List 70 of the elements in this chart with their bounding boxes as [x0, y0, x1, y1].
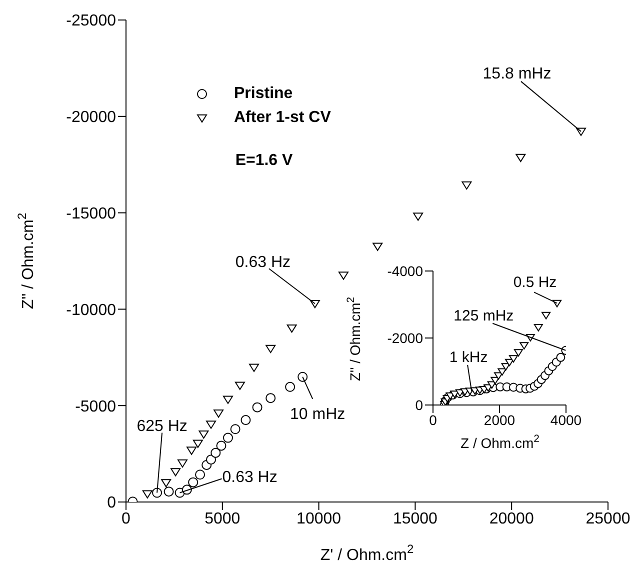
- point: [286, 324, 297, 333]
- annotation: 1 kHz: [449, 348, 488, 366]
- point: [222, 396, 233, 404]
- x-axis-title: Z' / Ohm.cm$^{2}$: [320, 542, 414, 564]
- point: [206, 454, 216, 465]
- point: [520, 342, 529, 350]
- y-tick-label: -25000: [66, 12, 116, 30]
- point: [266, 344, 276, 354]
- annotation: 0.63 Hz: [222, 468, 278, 486]
- point: [210, 448, 221, 458]
- point: [230, 424, 240, 434]
- point: [164, 486, 174, 497]
- point: [252, 402, 262, 412]
- annotation: 15.8 mHz: [482, 66, 552, 83]
- annotation: 0.5 Hz: [513, 274, 557, 292]
- point: [413, 212, 424, 221]
- point: [216, 440, 226, 451]
- y-tick-label: -2000: [387, 330, 424, 346]
- legend-label: After 1-st CV: [234, 109, 331, 127]
- point: [249, 364, 260, 372]
- point: [556, 352, 566, 362]
- y-tick-label: -10000: [66, 302, 116, 319]
- point: [214, 409, 224, 418]
- point: [338, 272, 348, 280]
- point: [198, 430, 209, 439]
- y-tick-label: -15000: [66, 205, 116, 222]
- point: [462, 181, 472, 190]
- x-tick-label: 2000: [484, 412, 516, 428]
- point: [170, 468, 181, 476]
- point: [234, 382, 245, 390]
- legend-label: Pristine: [234, 85, 293, 103]
- point: [516, 154, 526, 162]
- x-tick-label: 0: [429, 412, 438, 428]
- point: [142, 490, 152, 498]
- point: [177, 459, 188, 468]
- y-tick-label: 0: [415, 396, 424, 413]
- point: [266, 393, 276, 404]
- x-tick-label: 0: [122, 510, 131, 528]
- x-tick-label: 25000: [586, 510, 630, 528]
- point: [192, 440, 203, 448]
- annotation: 0.63 Hz: [235, 254, 291, 271]
- annotation: 125 mHz: [454, 307, 514, 324]
- point: [508, 355, 518, 363]
- y-tick-label: -4000: [387, 262, 424, 279]
- point: [542, 312, 551, 320]
- annotation: 625 Hz: [136, 418, 188, 435]
- point: [298, 372, 308, 382]
- point: [152, 488, 162, 498]
- point: [161, 479, 172, 488]
- point: [285, 382, 296, 392]
- x-tick-label: 20000: [489, 510, 534, 528]
- y-tick-label: -20000: [66, 109, 116, 126]
- x-axis-title: Z / Ohm.cm$^{2}$: [460, 433, 540, 451]
- y-tick-label: -5000: [75, 398, 116, 416]
- y-tick-label: 0: [107, 494, 116, 512]
- annotation: 10 mHz: [290, 406, 346, 424]
- x-tick-label: 5000: [204, 510, 240, 528]
- point: [240, 415, 251, 426]
- point: [222, 432, 233, 443]
- annotation: E=1.6 V: [235, 152, 294, 170]
- point: [195, 470, 206, 480]
- point: [206, 420, 216, 429]
- point: [188, 477, 198, 488]
- x-tick-label: 4000: [550, 412, 582, 428]
- x-tick-label: 10000: [296, 510, 342, 528]
- point: [186, 446, 197, 455]
- point: [372, 242, 383, 251]
- x-tick-label: 15000: [392, 510, 438, 528]
- point: [534, 324, 543, 332]
- point: [514, 349, 523, 357]
